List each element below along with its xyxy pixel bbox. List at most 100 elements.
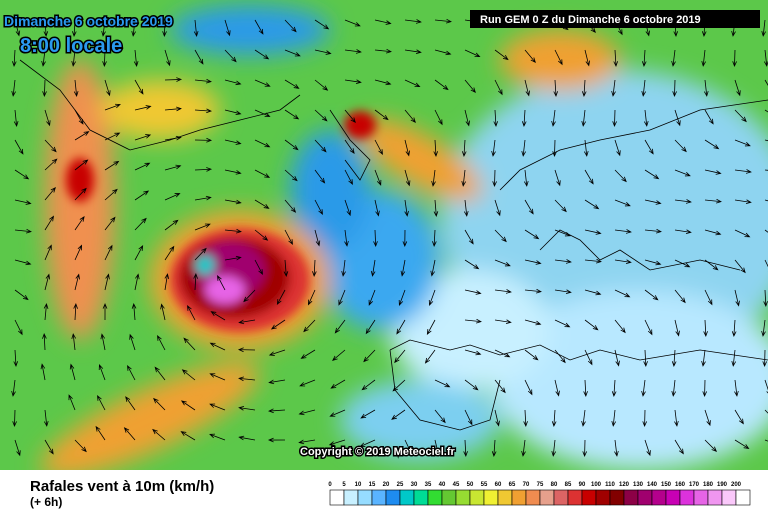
legend-swatch (595, 489, 611, 506)
wind-arrow (13, 349, 19, 367)
wind-arrow (180, 431, 196, 441)
legend-label: 35 (425, 482, 432, 488)
wind-arrow (704, 409, 711, 427)
wind-arrow (344, 199, 351, 217)
wind-arrow (312, 259, 317, 278)
wind-arrow (104, 132, 121, 141)
wind-arrow (434, 409, 446, 424)
legend-swatch (511, 489, 527, 506)
wind-arrow (100, 333, 106, 351)
wind-arrow (344, 19, 361, 27)
wind-arrow (582, 439, 588, 458)
wind-arrow (644, 289, 659, 301)
wind-arrow (644, 199, 662, 205)
wind-arrow (434, 379, 451, 388)
wind-arrow (764, 79, 768, 86)
wind-arrow (581, 409, 586, 427)
legend-label: 40 (439, 482, 446, 488)
wind-arrow (74, 439, 87, 453)
wind-arrow (674, 289, 686, 304)
legend-label: 160 (675, 482, 686, 488)
wind-arrow (209, 403, 226, 411)
wind-arrow (644, 259, 662, 266)
wind-arrow (44, 186, 56, 201)
wind-arrow (704, 289, 713, 306)
wind-arrow (434, 18, 452, 24)
legend-label: 65 (509, 482, 516, 488)
legend-swatch (469, 489, 485, 506)
wind-arrow (344, 139, 355, 155)
wind-arrow (344, 229, 349, 247)
legend-swatch (581, 489, 597, 506)
wind-arrow (97, 394, 106, 411)
wind-arrow (614, 319, 626, 334)
wind-arrow (703, 79, 709, 97)
wind-arrow (494, 319, 512, 325)
wind-arrow (491, 439, 497, 457)
wind-arrow (164, 164, 182, 171)
wind-arrow (14, 139, 24, 155)
wind-arrow (611, 79, 616, 97)
wind-arrow (154, 366, 166, 381)
map: Copyright © 2019 Meteociel.fr (0, 0, 768, 478)
wind-arrow (254, 169, 271, 178)
wind-arrow (73, 79, 79, 97)
wind-arrow (44, 215, 55, 231)
legend-swatch (371, 489, 387, 506)
wind-arrow (554, 349, 566, 364)
wind-arrow (104, 273, 110, 291)
wind-arrow (284, 199, 297, 213)
wind-arrow (400, 259, 406, 277)
wind-arrow (194, 167, 213, 172)
wind-arrow (374, 139, 383, 156)
wind-arrow (491, 139, 496, 157)
wind-arrow (702, 379, 708, 398)
wind-arrow (314, 229, 321, 247)
wind-arrow (614, 259, 632, 265)
wind-arrow (761, 319, 766, 337)
wind-arrow (494, 49, 509, 61)
date: Dimanche 6 octobre 2019 (4, 13, 173, 29)
legend-label: 80 (551, 482, 558, 488)
legend-swatch (329, 489, 345, 506)
wind-arrow (104, 103, 121, 111)
legend-label: 110 (605, 482, 615, 488)
wind-arrow (374, 169, 382, 186)
wind-arrow (734, 139, 751, 147)
wind-arrow (584, 289, 602, 296)
wind-arrow (731, 349, 737, 367)
wind-arrow (314, 139, 327, 153)
wind-arrow (644, 169, 660, 180)
wind-arrow (494, 289, 512, 294)
legend-label: 130 (633, 482, 644, 488)
wind-arrows (11, 18, 768, 458)
wind-arrow (284, 19, 297, 33)
legend-swatch (735, 489, 751, 506)
wind-arrow (428, 289, 436, 306)
wind-arrow (314, 49, 332, 55)
legend-swatch (483, 489, 499, 506)
legend-swatch (707, 489, 723, 506)
wind-arrow (284, 139, 299, 151)
wind-arrow (164, 106, 182, 112)
wind-arrow (74, 215, 85, 231)
legend-swatch (343, 489, 359, 506)
wind-arrow (95, 425, 106, 441)
wind-arrow (524, 288, 542, 294)
wind-arrow (276, 289, 286, 305)
wind-arrow (74, 131, 90, 141)
wind-arrow (134, 162, 151, 171)
wind-arrow (464, 349, 482, 356)
wind-arrow (644, 139, 654, 155)
wind-arrow (194, 49, 204, 65)
wind-arrow (642, 409, 648, 428)
wind-arrow (299, 379, 316, 387)
wind-arrow (224, 49, 237, 63)
wind-arrow (332, 349, 346, 362)
wind-arrow (464, 259, 480, 270)
legend-swatch (665, 489, 681, 506)
wind-arrow (134, 190, 150, 201)
wind-arrow (217, 274, 226, 291)
wind-arrow (43, 19, 49, 37)
